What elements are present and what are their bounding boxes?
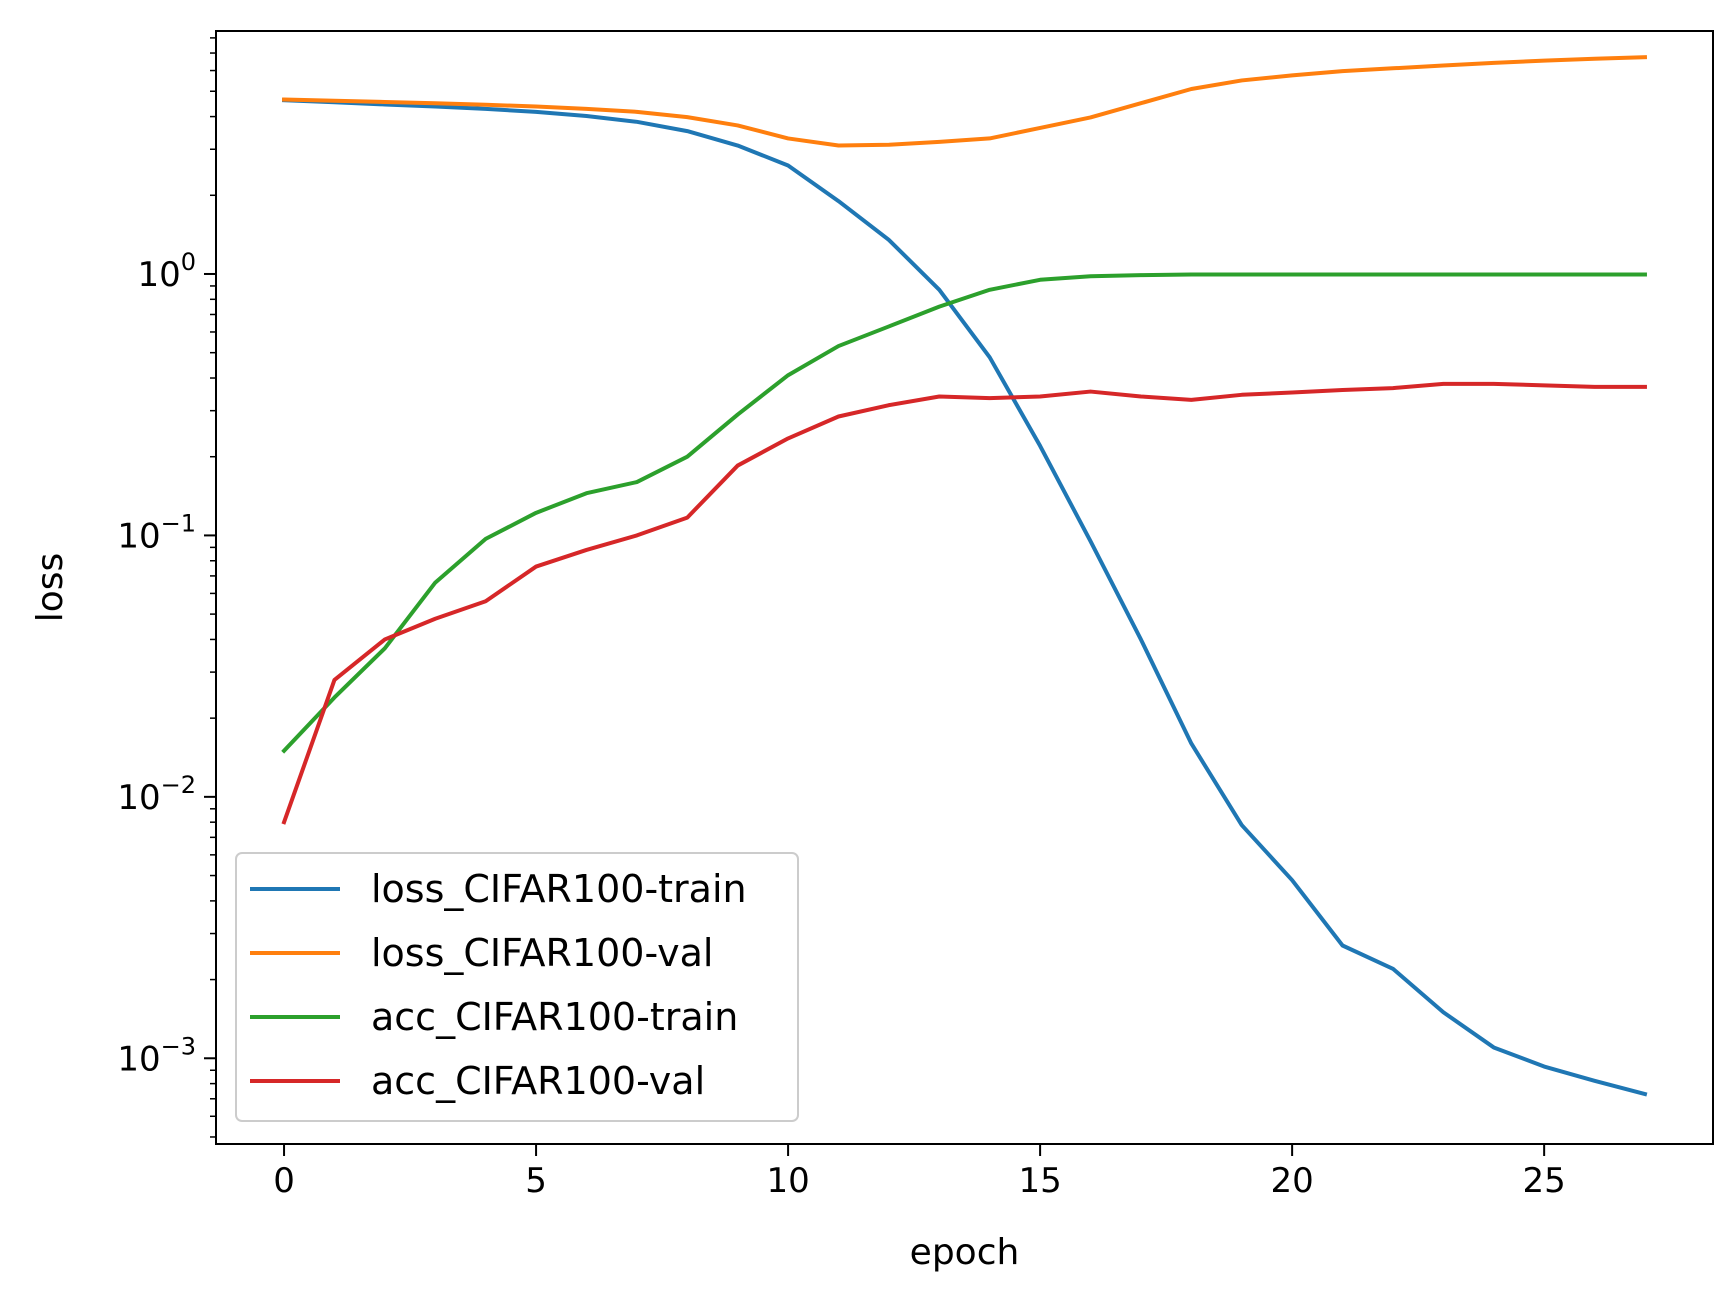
legend-label-3: acc_CIFAR100-val xyxy=(371,1059,705,1103)
legend: loss_CIFAR100-train loss_CIFAR100-val acc_… xyxy=(235,852,799,1122)
series-line-1 xyxy=(282,55,1648,148)
series-line-0 xyxy=(281,98,1648,1097)
legend-box xyxy=(235,852,799,1122)
y-tick-label: 10−2 xyxy=(117,771,196,818)
x-tick-label: 15 xyxy=(1018,1161,1061,1201)
plot-frame xyxy=(215,30,1714,1145)
x-tick-label: 10 xyxy=(766,1161,809,1201)
x-tick-label: 0 xyxy=(273,1161,295,1201)
legend-label-2: acc_CIFAR100-train xyxy=(371,995,738,1039)
series-line-3 xyxy=(281,381,1647,825)
series-line-2 xyxy=(281,272,1647,754)
x-tick-label: 5 xyxy=(525,1161,547,1201)
legend-label-1: loss_CIFAR100-val xyxy=(371,931,713,975)
x-tick-label: 20 xyxy=(1270,1161,1313,1201)
y-tick-label: 10−1 xyxy=(117,509,196,556)
y-axis-label: loss xyxy=(30,553,71,623)
legend-label-0: loss_CIFAR100-train xyxy=(371,867,747,911)
y-tick-label: 10−3 xyxy=(117,1032,196,1079)
series-layer xyxy=(281,55,1648,1097)
x-axis-label: epoch xyxy=(910,1232,1020,1273)
y-tick-label: 100 xyxy=(137,248,196,295)
x-tick-label: 25 xyxy=(1523,1161,1566,1201)
ticks-layer: 0 5 10 15 20 25 10−3 10−2 10−1 100 xyxy=(117,37,1566,1201)
